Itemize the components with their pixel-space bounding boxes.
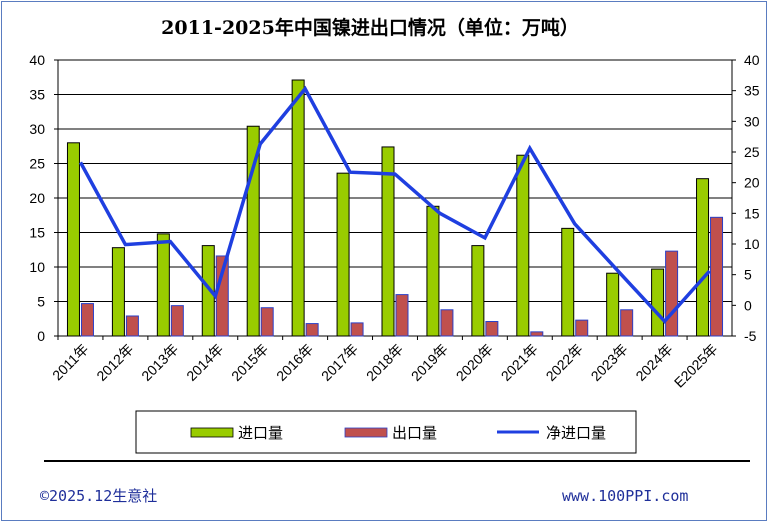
x-axis: 2011年 2012年 2013年 2014年 2015年 2016年 2017年 2018年…	[49, 336, 721, 391]
left-tick-label: 25	[29, 156, 45, 172]
import-bar	[696, 178, 710, 337]
export-bar	[305, 323, 319, 337]
net-import-line	[78, 85, 711, 324]
x-tick-label: 2017年	[318, 341, 361, 384]
left-tick-label: 40	[29, 52, 45, 68]
left-tick-label: 15	[29, 225, 45, 241]
import-bar	[381, 146, 395, 337]
copyright-text: ©2025.12生意社	[40, 487, 157, 505]
import-bar	[471, 245, 485, 337]
x-tick-label: 2014年	[183, 341, 226, 384]
left-tick-label: 20	[29, 190, 45, 206]
x-tick-label: 2011年	[49, 341, 92, 384]
x-tick-label: E2025年	[671, 341, 721, 391]
right-tick-label: 25	[744, 144, 760, 160]
right-tick-label: 40	[744, 52, 760, 68]
x-tick-label: 2012年	[93, 341, 136, 384]
right-tick-label: -5	[744, 328, 757, 344]
import-bar	[426, 205, 440, 337]
x-tick-label: 2015年	[228, 341, 271, 384]
left-tick-label: 10	[29, 259, 45, 275]
right-axis: -5 0 5 10 15 20 25 30 35 40	[732, 52, 760, 344]
import-bar	[651, 268, 665, 337]
bars-layer	[66, 79, 724, 337]
legend-label-export: 出口量	[392, 424, 437, 442]
left-tick-label: 35	[29, 87, 45, 103]
export-bar	[440, 309, 454, 337]
x-tick-label: 2018年	[363, 341, 406, 384]
import-bar	[291, 79, 305, 337]
legend-swatch-export	[344, 427, 388, 438]
x-tick-label: 2020年	[453, 341, 496, 384]
left-axis: 0 5 10 15 20 25 30 35 40	[29, 52, 58, 344]
export-bar	[125, 315, 139, 337]
x-tick-label: 2023年	[588, 341, 631, 384]
export-bar	[710, 216, 724, 337]
export-bar	[80, 303, 94, 337]
right-tick-label: 15	[744, 205, 760, 221]
x-tick-label: 2022年	[543, 341, 586, 384]
x-tick-label: 2016年	[273, 341, 316, 384]
legend-swatch-import	[190, 427, 234, 438]
right-tick-label: 30	[744, 113, 760, 129]
x-tick-label: 2013年	[138, 341, 181, 384]
right-tick-label: 0	[744, 297, 752, 313]
x-tick-label: 2021年	[498, 341, 541, 384]
right-tick-label: 5	[744, 267, 752, 283]
import-bar	[606, 272, 620, 337]
line-layer	[78, 85, 711, 324]
import-bar	[201, 245, 215, 337]
import-bar	[66, 142, 80, 337]
legend-label-import: 进口量	[238, 424, 283, 442]
legend-label-net-import: 净进口量	[546, 424, 606, 442]
left-tick-label: 0	[37, 328, 45, 344]
export-bar	[395, 294, 409, 337]
left-tick-label: 30	[29, 121, 45, 137]
left-tick-label: 5	[37, 294, 45, 310]
import-bar	[561, 227, 575, 337]
right-tick-label: 10	[744, 236, 760, 252]
export-bar	[260, 307, 274, 337]
chart-title: 2011-2025年中国镍进出口情况（单位：万吨）	[161, 16, 579, 39]
export-bar	[665, 250, 679, 337]
x-tick-label: 2019年	[408, 341, 451, 384]
import-bar	[156, 233, 170, 337]
x-tick-label: 2024年	[632, 341, 675, 384]
website-link[interactable]: www.100PPI.com	[562, 487, 688, 505]
export-bar	[530, 331, 544, 337]
right-tick-label: 35	[744, 83, 760, 99]
import-bar	[336, 172, 350, 337]
import-bar	[111, 247, 125, 337]
export-bar	[485, 321, 499, 337]
export-bar	[575, 319, 589, 337]
export-bar	[350, 322, 364, 337]
grid-lines	[58, 94, 732, 302]
right-tick-label: 20	[744, 175, 760, 191]
import-bar	[516, 154, 530, 337]
export-bar	[170, 305, 184, 337]
export-bar	[620, 309, 634, 337]
legend: 进口量 出口量 净进口量	[135, 410, 637, 454]
